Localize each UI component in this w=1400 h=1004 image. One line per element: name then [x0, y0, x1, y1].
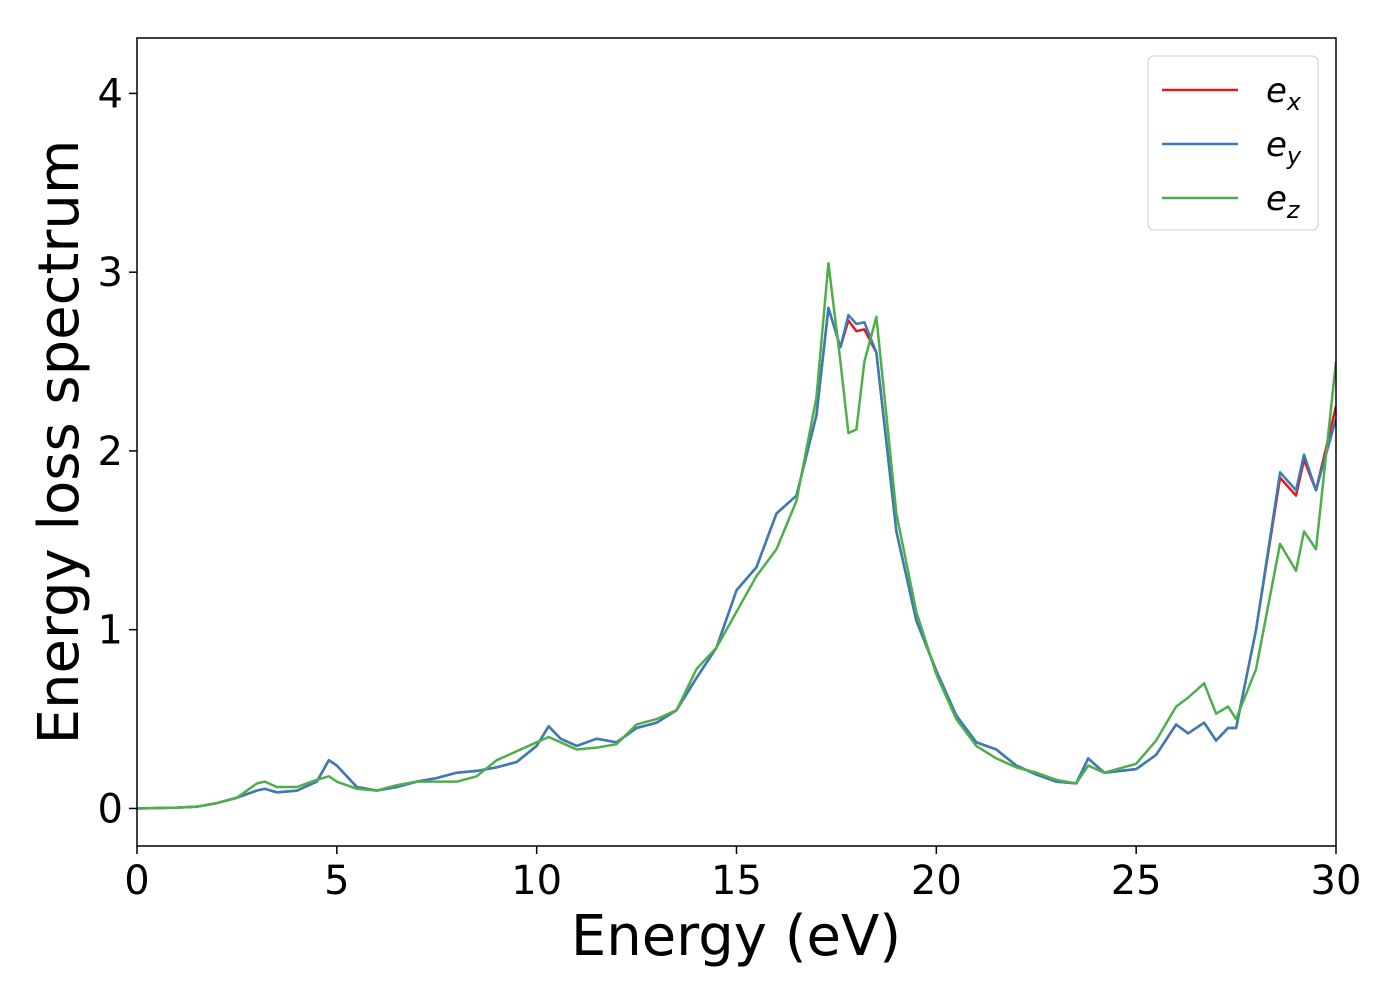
y-tick-label: 2	[98, 429, 123, 475]
y-tick-label: 0	[98, 786, 123, 832]
legend-label: ey	[1266, 125, 1302, 170]
x-tick-label: 20	[911, 858, 962, 904]
x-tick-label: 10	[511, 858, 562, 904]
plot-frame	[136, 37, 1337, 847]
x-tick-label: 15	[711, 858, 762, 904]
series-line	[137, 306, 1336, 810]
x-tick-label: 0	[124, 858, 149, 904]
series-line	[137, 306, 1336, 810]
y-tick-label: 4	[98, 71, 123, 117]
x-tick-label: 5	[324, 858, 349, 904]
x-tick-label: 25	[1111, 858, 1162, 904]
series-line	[137, 261, 1336, 810]
legend-label: ez	[1266, 179, 1301, 224]
y-axis-label: Energy loss spectrum	[27, 140, 92, 745]
x-tick-label: 30	[1311, 858, 1362, 904]
y-tick-label: 3	[98, 250, 123, 296]
legend-label: ex	[1266, 71, 1302, 116]
y-tick-label: 1	[98, 608, 123, 654]
x-axis-label: Energy (eV)	[571, 904, 901, 969]
